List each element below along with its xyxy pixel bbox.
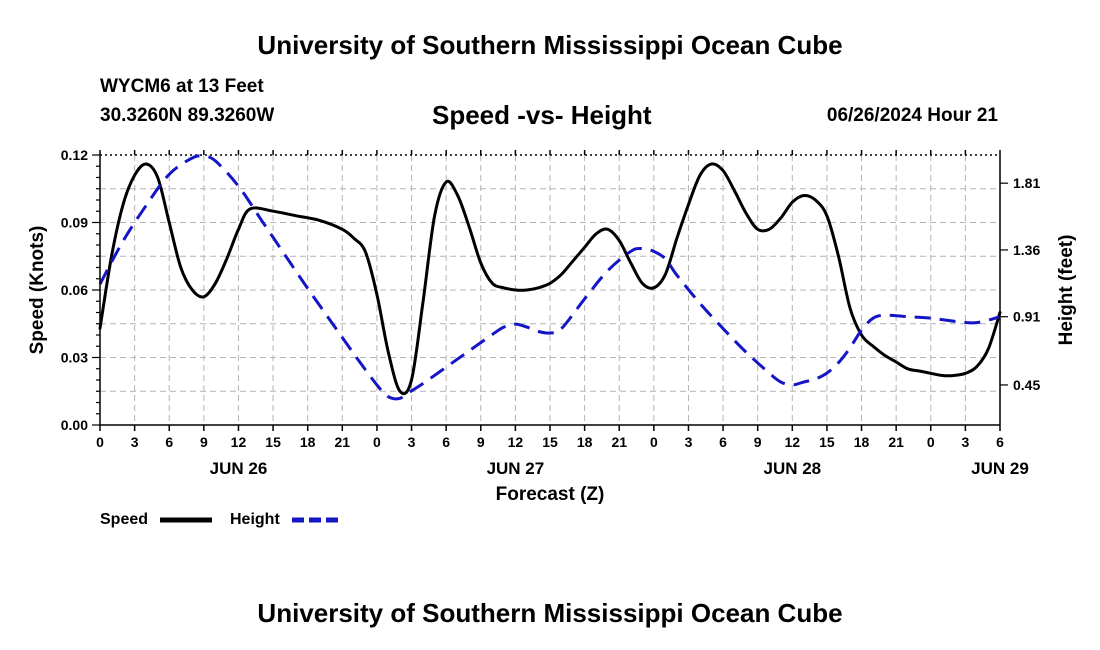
x-tick-label: 21 <box>611 434 627 450</box>
x-tick-label: 9 <box>754 434 762 450</box>
x-tick-label: 3 <box>131 434 139 450</box>
y-axis-title: Speed (Knots) <box>27 226 48 355</box>
x-tick-label: 12 <box>785 434 801 450</box>
series-line-speed <box>98 162 1002 396</box>
x-tick-label: 6 <box>165 434 173 450</box>
legend: Speed Height <box>100 511 342 528</box>
y2-tick-label: 1.81 <box>1013 175 1040 191</box>
x-tick-label: 21 <box>335 434 351 450</box>
axes: 0 3 6 9 12 15 18 21 0 3 6 9 12 15 18 21 0 3 6 9 12 15 18 21 0 3 6 J… <box>27 147 1077 505</box>
x-tick-label: 0 <box>650 434 658 450</box>
x-tick-label: 3 <box>685 434 693 450</box>
x-tick-label: 3 <box>961 434 969 450</box>
x-tick-label: 0 <box>927 434 935 450</box>
x-tick-label: 0 <box>373 434 381 450</box>
x-date-label: JUN 28 <box>763 459 821 478</box>
station-name: WYCM6 at 13 Feet <box>100 76 264 97</box>
x-tick-label: 21 <box>888 434 904 450</box>
legend-label-height: Height <box>230 511 280 528</box>
x-tick-label: 6 <box>996 434 1004 450</box>
y-tick-label: 0.09 <box>61 215 88 231</box>
x-tick-label: 15 <box>265 434 281 450</box>
y-tick-label: 0.03 <box>61 350 88 366</box>
y2-tick-label: 0.91 <box>1013 309 1040 325</box>
x-tick-label: 12 <box>231 434 247 450</box>
grid <box>100 154 1000 425</box>
forecast-datetime: 06/26/2024 Hour 21 <box>826 105 998 126</box>
x-tick-label: 12 <box>508 434 524 450</box>
x-tick-label: 18 <box>577 434 593 450</box>
station-coordinates: 30.3260N 89.3260W <box>100 105 275 126</box>
legend-label-speed: Speed <box>100 511 148 528</box>
footer-title: University of Southern Mississippi Ocean… <box>257 598 843 628</box>
x-tick-label: 18 <box>300 434 316 450</box>
x-tick-label: 6 <box>719 434 727 450</box>
x-tick-label: 6 <box>442 434 450 450</box>
x-tick-label: 9 <box>477 434 485 450</box>
x-tick-label: 0 <box>96 434 104 450</box>
chart-title: Speed -vs- Height <box>432 100 652 130</box>
x-date-label: JUN 29 <box>971 459 1029 478</box>
x-axis-title: Forecast (Z) <box>496 484 605 505</box>
x-date-label: JUN 27 <box>487 459 545 478</box>
y2-tick-label: 0.45 <box>1013 377 1040 393</box>
x-date-label: JUN 26 <box>210 459 268 478</box>
y-tick-label: 0.06 <box>61 282 88 298</box>
x-tick-label: 15 <box>819 434 835 450</box>
y-tick-label: 0.00 <box>61 417 88 433</box>
x-tick-label: 9 <box>200 434 208 450</box>
x-tick-label: 18 <box>854 434 870 450</box>
x-tick-label: 3 <box>408 434 416 450</box>
page-title: University of Southern Mississippi Ocean… <box>257 30 843 60</box>
y2-axis-title: Height (feet) <box>1056 235 1077 346</box>
y-tick-label: 0.12 <box>61 147 88 163</box>
x-tick-label: 15 <box>542 434 558 450</box>
series-lines <box>98 154 1002 401</box>
y2-tick-label: 1.36 <box>1013 242 1040 258</box>
series-line-height <box>98 154 1001 401</box>
